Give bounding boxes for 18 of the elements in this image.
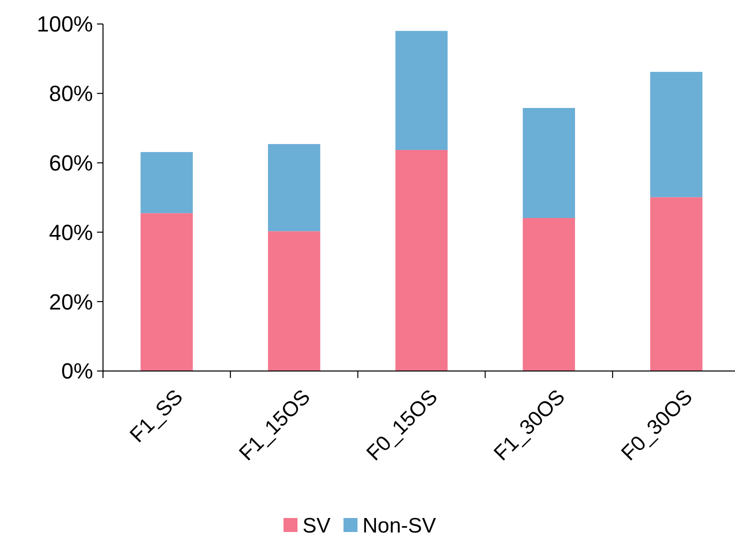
legend-label: Non-SV: [362, 514, 436, 538]
bar: [268, 231, 320, 371]
bar: [140, 152, 193, 214]
y-tick-label: 20%: [48, 289, 93, 314]
y-tick-label: 0%: [61, 358, 93, 384]
bar: [650, 197, 702, 371]
bar: [268, 144, 320, 232]
bar: [140, 213, 193, 371]
bar: [522, 218, 576, 371]
y-tick-label: 80%: [48, 81, 93, 106]
legend-label: SV: [302, 514, 331, 538]
bar: [650, 72, 702, 198]
bar: [522, 108, 576, 218]
bar: [395, 30, 448, 150]
y-tick-label: 100%: [36, 12, 93, 37]
bar: [395, 150, 448, 371]
y-tick-label: 60%: [48, 150, 93, 176]
y-tick-label: 40%: [48, 220, 93, 245]
